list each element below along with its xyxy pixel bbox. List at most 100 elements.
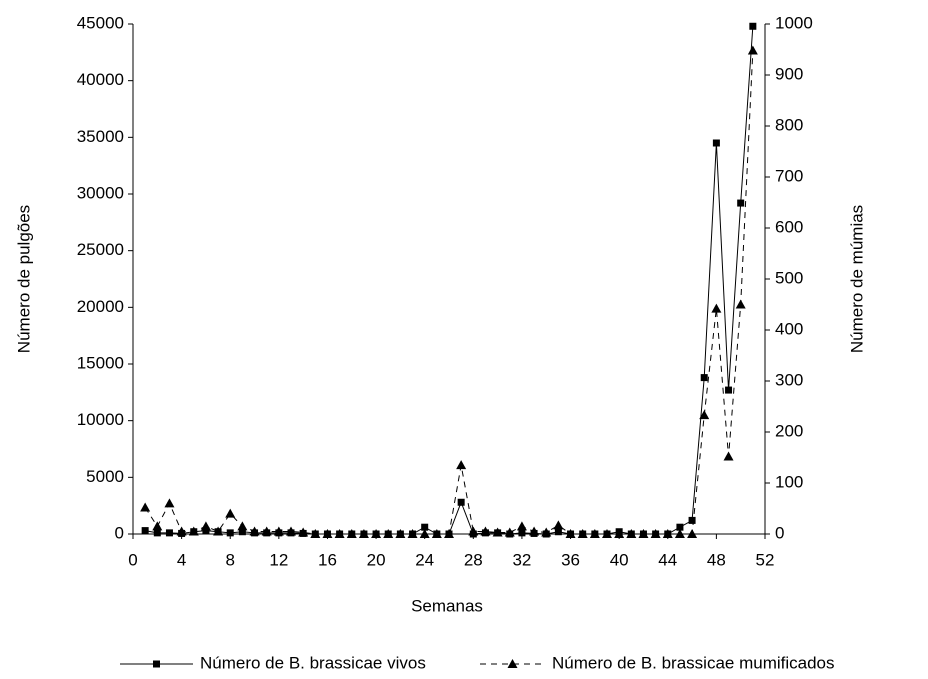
marker <box>577 529 588 538</box>
legend-marker <box>153 660 160 668</box>
y-tick-label: 20000 <box>77 297 124 316</box>
marker <box>457 498 465 506</box>
marker <box>152 521 163 531</box>
marker <box>553 520 564 530</box>
y2-tick-label: 500 <box>775 268 803 287</box>
marker <box>431 529 442 538</box>
marker <box>286 526 296 536</box>
marker <box>687 529 698 538</box>
x-tick-label: 52 <box>756 550 775 569</box>
marker <box>407 529 418 538</box>
marker <box>700 374 708 382</box>
x-tick-label: 0 <box>128 550 137 569</box>
marker <box>238 528 246 536</box>
marker <box>444 529 454 538</box>
y2-tick-label: 0 <box>775 523 784 542</box>
y-axis-title: Número de pulgões <box>14 205 33 353</box>
marker <box>358 529 369 538</box>
marker <box>141 527 149 535</box>
marker <box>346 529 357 538</box>
y2-tick-label: 600 <box>775 217 803 236</box>
x-tick-label: 12 <box>269 550 288 569</box>
x-tick-label: 20 <box>367 550 386 569</box>
marker <box>626 529 637 538</box>
marker <box>737 199 745 207</box>
marker <box>554 528 562 536</box>
x-tick-label: 24 <box>415 550 434 569</box>
marker <box>602 529 612 538</box>
y2-tick-label: 400 <box>775 319 803 338</box>
x-tick-label: 44 <box>658 550 677 569</box>
y-tick-label: 5000 <box>86 467 124 486</box>
marker <box>480 526 491 536</box>
x-tick-label: 48 <box>707 550 726 569</box>
marker <box>747 45 758 55</box>
marker <box>650 529 661 538</box>
marker <box>140 502 151 512</box>
x-tick-label: 36 <box>561 550 580 569</box>
series-line <box>144 50 754 535</box>
y-tick-label: 10000 <box>77 410 124 429</box>
marker <box>712 139 720 147</box>
marker <box>383 529 394 538</box>
marker <box>725 386 733 394</box>
series-line <box>145 26 754 535</box>
y-tick-label: 30000 <box>77 183 124 202</box>
x-tick-label: 32 <box>512 550 531 569</box>
y2-tick-label: 700 <box>775 166 803 185</box>
marker <box>226 529 234 537</box>
x-tick-label: 4 <box>177 550 186 569</box>
marker <box>529 526 540 536</box>
legend-label: Número de B. brassicae mumificados <box>552 653 835 672</box>
marker <box>334 529 345 538</box>
marker <box>492 527 503 537</box>
marker <box>723 451 734 461</box>
marker <box>249 526 260 536</box>
marker <box>225 508 236 518</box>
y2-tick-label: 200 <box>775 421 803 440</box>
marker <box>371 529 382 538</box>
legend-marker <box>507 659 518 668</box>
marker <box>419 529 430 538</box>
marker <box>699 410 710 420</box>
marker <box>711 303 722 313</box>
x-tick-label: 8 <box>225 550 234 569</box>
marker <box>516 521 527 531</box>
marker <box>165 529 173 537</box>
x-axis-title: Semanas <box>411 596 483 615</box>
marker <box>662 529 673 538</box>
y-tick-label: 40000 <box>77 70 124 89</box>
y2-tick-label: 900 <box>775 64 803 83</box>
x-tick-label: 40 <box>610 550 629 569</box>
x-tick-label: 28 <box>464 550 483 569</box>
marker <box>200 521 211 531</box>
marker <box>202 527 210 535</box>
marker <box>468 526 479 536</box>
marker <box>456 460 467 470</box>
marker <box>176 526 187 536</box>
marker <box>565 529 576 538</box>
y2-axis-title: Número de múmias <box>847 205 866 353</box>
marker <box>589 529 600 538</box>
marker <box>518 529 526 537</box>
marker <box>614 529 625 538</box>
marker <box>298 527 309 537</box>
y-tick-label: 0 <box>115 523 124 542</box>
marker <box>237 521 248 531</box>
marker <box>638 529 649 538</box>
marker <box>153 529 161 537</box>
y2-tick-label: 100 <box>775 472 803 491</box>
marker <box>674 529 685 538</box>
y-tick-label: 15000 <box>77 353 124 372</box>
y-tick-label: 25000 <box>77 240 124 259</box>
marker <box>213 526 224 536</box>
x-tick-label: 16 <box>318 550 337 569</box>
marker <box>261 526 272 536</box>
y2-tick-label: 800 <box>775 115 803 134</box>
marker <box>395 529 406 538</box>
marker <box>310 529 321 538</box>
marker <box>273 526 284 536</box>
marker <box>504 527 515 537</box>
marker <box>421 523 429 531</box>
